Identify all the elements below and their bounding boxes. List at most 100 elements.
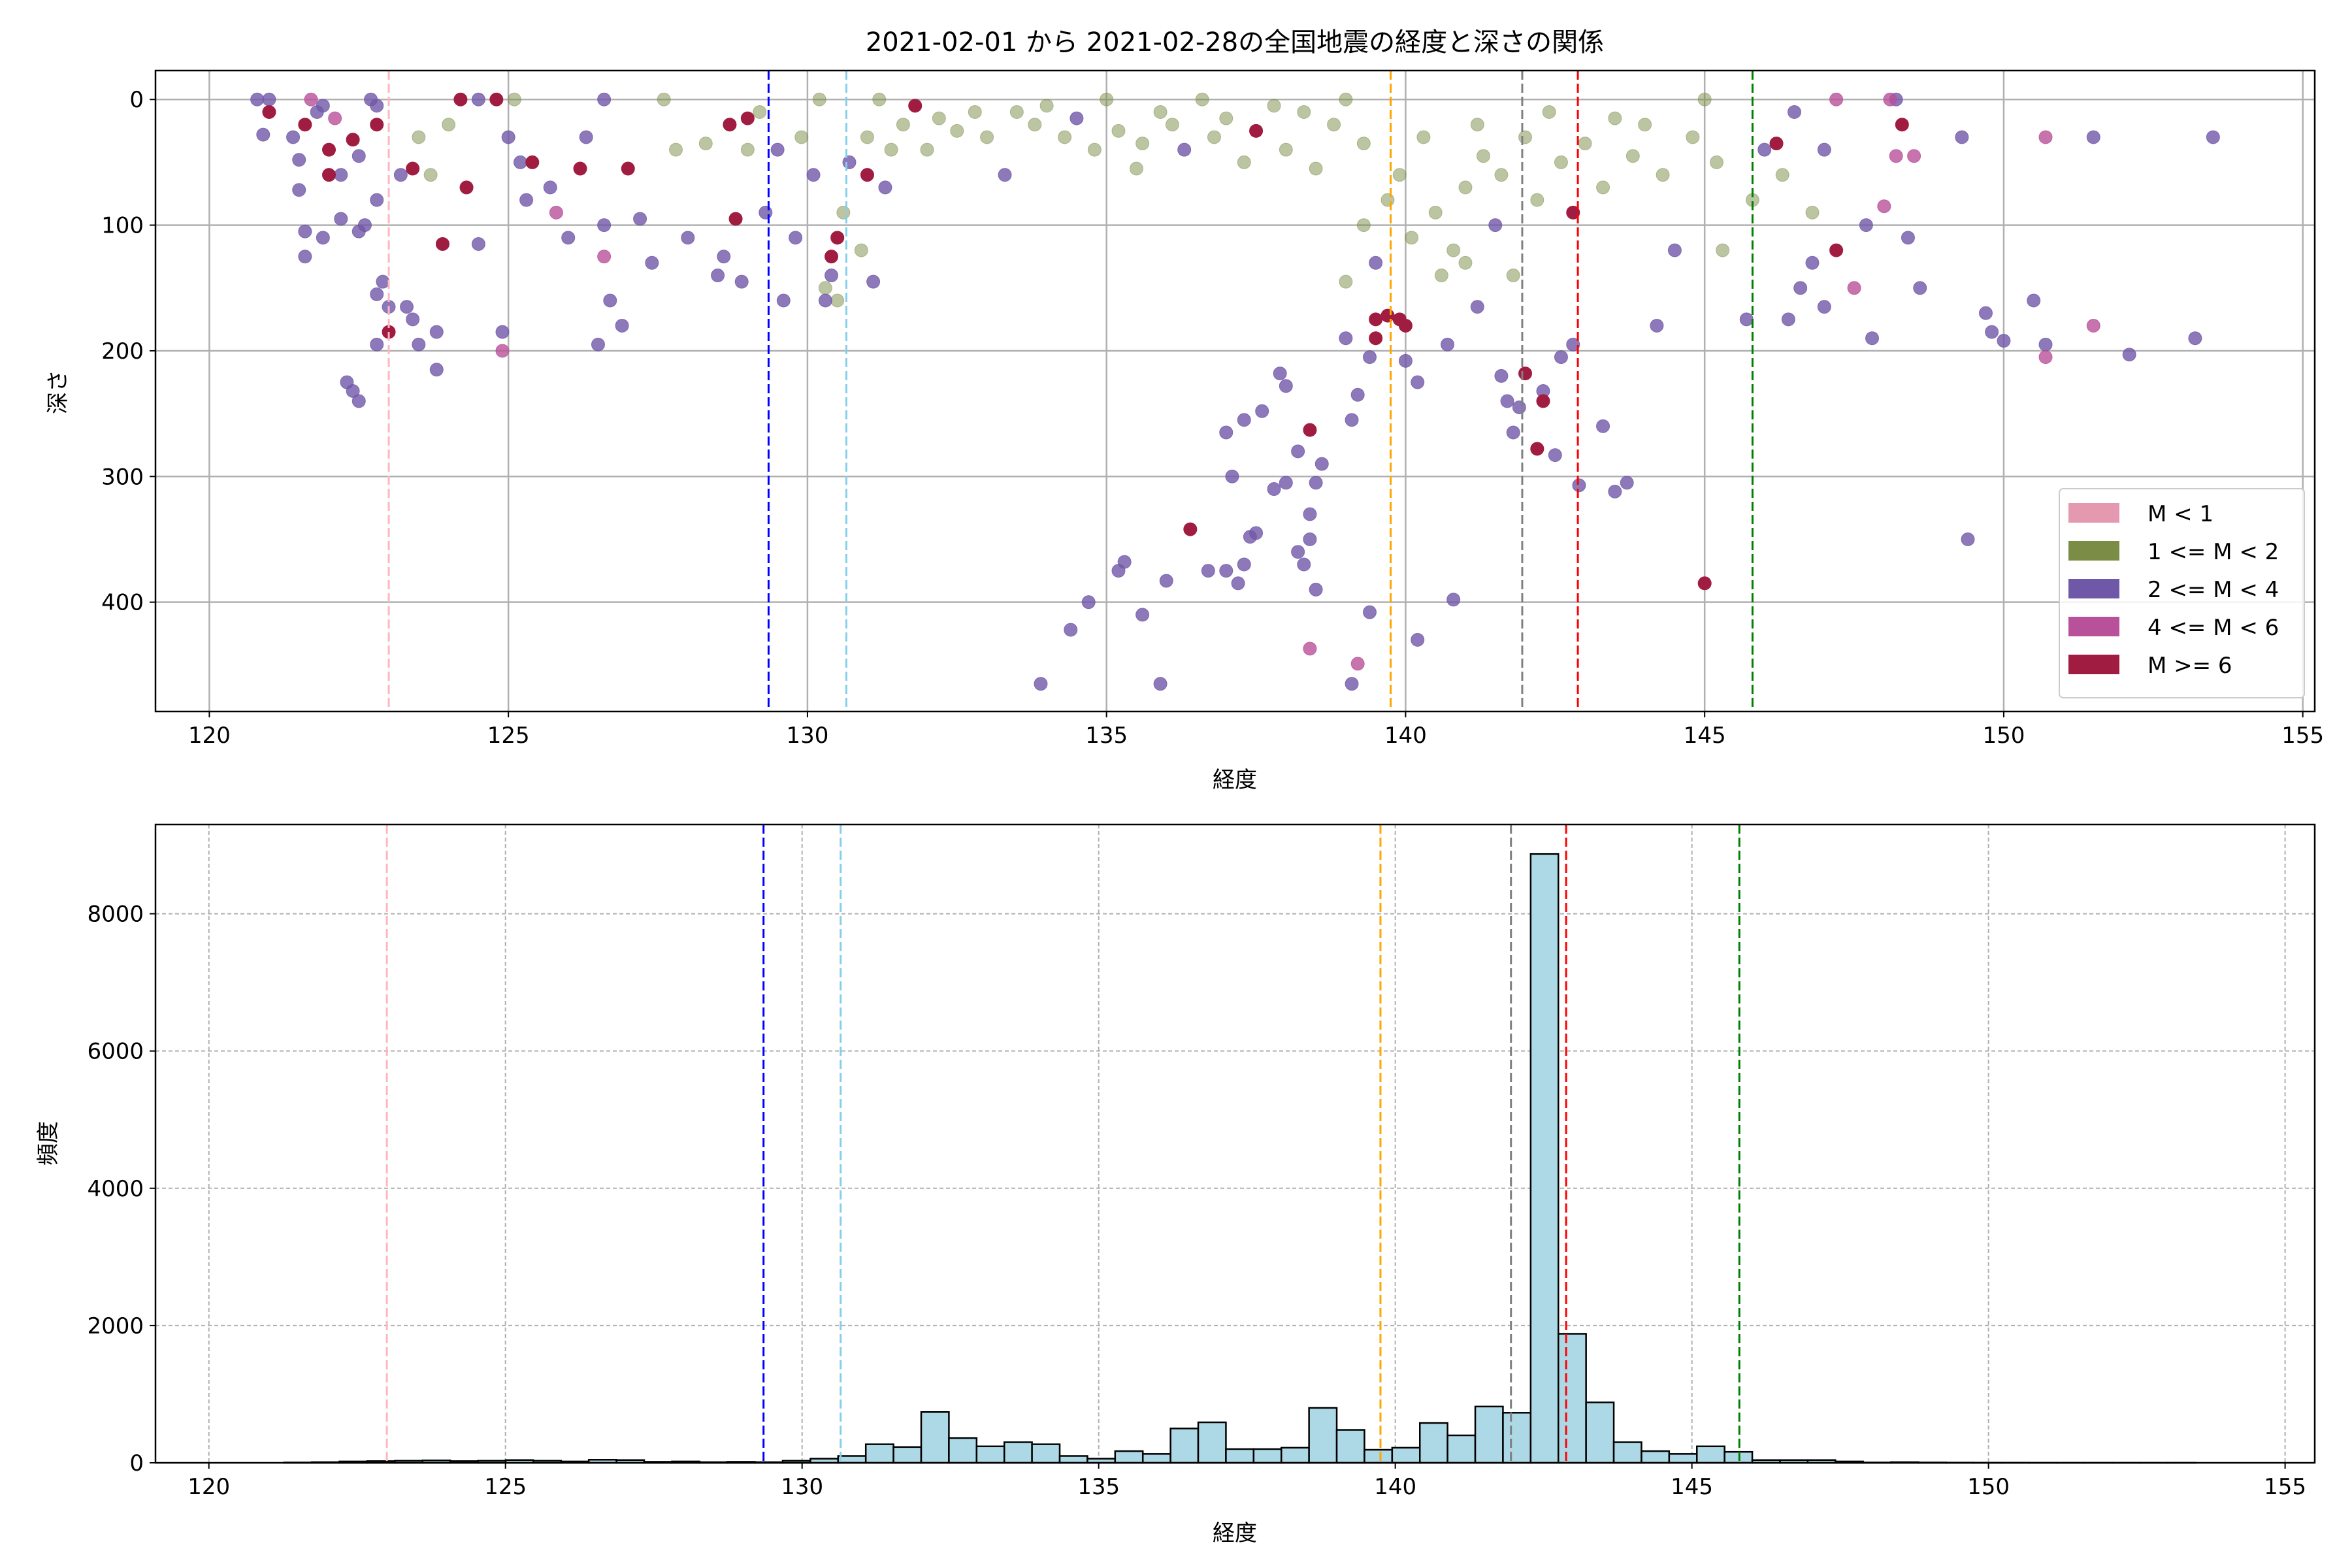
y-tick-label: 300 bbox=[101, 464, 144, 490]
data-point bbox=[1650, 318, 1664, 333]
data-point bbox=[406, 312, 420, 327]
data-point bbox=[1398, 353, 1413, 368]
data-point bbox=[872, 92, 887, 106]
data-point bbox=[615, 318, 629, 333]
data-point bbox=[770, 142, 785, 157]
data-point bbox=[1961, 532, 1975, 546]
legend-swatch bbox=[2068, 579, 2119, 598]
histogram-bar bbox=[1308, 1407, 1338, 1464]
data-point bbox=[1476, 149, 1490, 163]
legend-swatch bbox=[2068, 617, 2119, 636]
plot-frame bbox=[154, 69, 2316, 713]
data-point bbox=[1249, 526, 1264, 540]
data-point bbox=[597, 92, 612, 106]
data-point bbox=[1530, 442, 1544, 456]
legend-label: 2 <= M < 4 bbox=[2148, 577, 2279, 603]
data-point bbox=[1781, 312, 1795, 327]
data-point bbox=[1536, 394, 1550, 408]
data-point bbox=[1638, 118, 1652, 132]
data-point bbox=[1380, 308, 1395, 323]
data-point bbox=[1058, 130, 1072, 144]
histogram-bar bbox=[1141, 1453, 1171, 1464]
data-point bbox=[633, 212, 647, 226]
data-point bbox=[818, 281, 832, 295]
data-point bbox=[1697, 576, 1712, 591]
data-point bbox=[1512, 400, 1526, 415]
x-tick-label: 120 bbox=[188, 723, 231, 749]
data-point bbox=[316, 99, 330, 113]
data-point bbox=[789, 231, 803, 245]
x-axis-label-bottom: 経度 bbox=[1213, 1520, 1257, 1546]
x-tick-label: 155 bbox=[2281, 723, 2324, 749]
data-point bbox=[1297, 557, 1311, 572]
data-point bbox=[2038, 350, 2053, 365]
data-point bbox=[668, 142, 683, 157]
data-point bbox=[812, 92, 826, 106]
data-point bbox=[1757, 142, 1772, 157]
data-point bbox=[830, 293, 845, 308]
x-tick-label: 135 bbox=[1077, 1474, 1120, 1500]
data-point bbox=[334, 168, 348, 182]
data-point bbox=[1309, 161, 1323, 176]
data-point bbox=[1411, 375, 1425, 389]
data-point bbox=[740, 142, 755, 157]
data-point bbox=[1237, 155, 1251, 169]
x-tick-label: 155 bbox=[2264, 1474, 2306, 1500]
data-point bbox=[1686, 130, 1700, 144]
data-point bbox=[734, 274, 749, 289]
data-point bbox=[1087, 142, 1102, 157]
histogram-bar bbox=[1474, 1405, 1504, 1464]
data-point bbox=[759, 205, 773, 220]
data-point bbox=[1356, 137, 1371, 151]
data-point bbox=[723, 118, 737, 132]
data-point bbox=[1380, 193, 1395, 207]
data-point bbox=[1542, 105, 1556, 119]
data-point bbox=[1135, 137, 1150, 151]
data-point bbox=[1470, 118, 1484, 132]
data-point bbox=[1405, 231, 1419, 245]
data-point bbox=[1578, 137, 1592, 151]
data-point bbox=[1458, 180, 1473, 195]
data-point bbox=[298, 250, 312, 264]
data-point bbox=[591, 337, 605, 351]
y-tick-label: 0 bbox=[129, 87, 144, 113]
data-point bbox=[453, 92, 468, 106]
data-point bbox=[1273, 367, 1287, 381]
histogram-bar bbox=[1585, 1401, 1615, 1464]
data-point bbox=[304, 92, 318, 106]
data-point bbox=[2206, 130, 2220, 144]
data-point bbox=[1913, 281, 1927, 295]
data-point bbox=[980, 130, 994, 144]
data-point bbox=[1416, 130, 1431, 144]
data-point bbox=[2038, 130, 2053, 144]
data-point bbox=[1608, 111, 1622, 125]
data-point bbox=[2027, 293, 2041, 308]
data-point bbox=[1470, 300, 1484, 314]
data-point bbox=[1356, 218, 1371, 233]
data-point bbox=[1039, 99, 1054, 113]
data-point bbox=[1219, 111, 1233, 125]
data-point bbox=[1303, 642, 1317, 656]
data-point bbox=[579, 130, 593, 144]
data-point bbox=[321, 168, 336, 182]
data-point bbox=[298, 118, 312, 132]
data-point bbox=[1500, 394, 1514, 408]
data-point bbox=[998, 168, 1012, 182]
data-point bbox=[2038, 337, 2053, 351]
data-point bbox=[1901, 231, 1915, 245]
data-point bbox=[351, 224, 366, 238]
data-point bbox=[1339, 331, 1353, 346]
x-axis-label-top: 経度 bbox=[1213, 767, 1257, 793]
data-point bbox=[1769, 137, 1784, 151]
data-point bbox=[825, 269, 839, 283]
data-point bbox=[1279, 476, 1293, 490]
data-point bbox=[298, 224, 312, 238]
data-point bbox=[549, 205, 563, 220]
data-point bbox=[1697, 92, 1712, 106]
histogram-bar bbox=[1169, 1428, 1200, 1464]
data-point bbox=[1309, 476, 1323, 490]
data-point bbox=[507, 92, 521, 106]
data-point bbox=[740, 111, 755, 125]
data-point bbox=[370, 193, 384, 207]
data-point bbox=[884, 142, 898, 157]
